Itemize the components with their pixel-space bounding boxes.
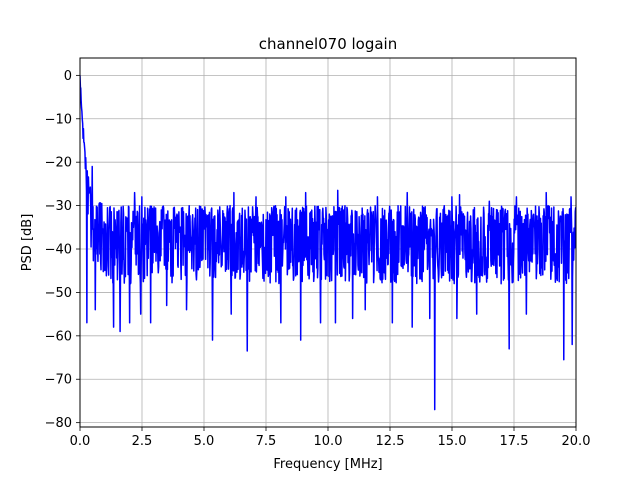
y-tick-label: −50 xyxy=(45,286,72,301)
x-tick-label: 15.0 xyxy=(438,434,467,449)
x-tick-label: 2.5 xyxy=(132,434,153,449)
series-layer xyxy=(80,75,576,411)
y-tick-label: −40 xyxy=(45,243,72,258)
y-tick-label: −70 xyxy=(45,373,72,388)
y-tick-label: 0 xyxy=(64,69,72,84)
y-tick-label: −30 xyxy=(45,199,72,214)
y-tick-label: −60 xyxy=(45,329,72,344)
x-tick-label: 10.0 xyxy=(314,434,343,449)
x-tick-label: 17.5 xyxy=(500,434,529,449)
x-axis-title: Frequency [MHz] xyxy=(273,457,382,472)
y-axis-title: PSD [dB] xyxy=(20,214,35,272)
x-tick-label: 7.5 xyxy=(256,434,277,449)
y-tick-label: −20 xyxy=(45,156,72,171)
chart-title: channel070 logain xyxy=(259,35,398,53)
x-tick-label: 5.0 xyxy=(194,434,215,449)
ticks: 0.0 2.5 5.0 7.5 10.0 12.5 15.0 17.5 20.0 0 −10 −20 −… xyxy=(45,69,591,449)
y-tick-label: −80 xyxy=(45,416,72,431)
x-tick-label: 20.0 xyxy=(562,434,591,449)
x-tick-label: 12.5 xyxy=(376,434,405,449)
y-tick-label: −10 xyxy=(45,112,72,127)
x-tick-label: 0.0 xyxy=(70,434,91,449)
psd-series-line xyxy=(80,75,576,411)
